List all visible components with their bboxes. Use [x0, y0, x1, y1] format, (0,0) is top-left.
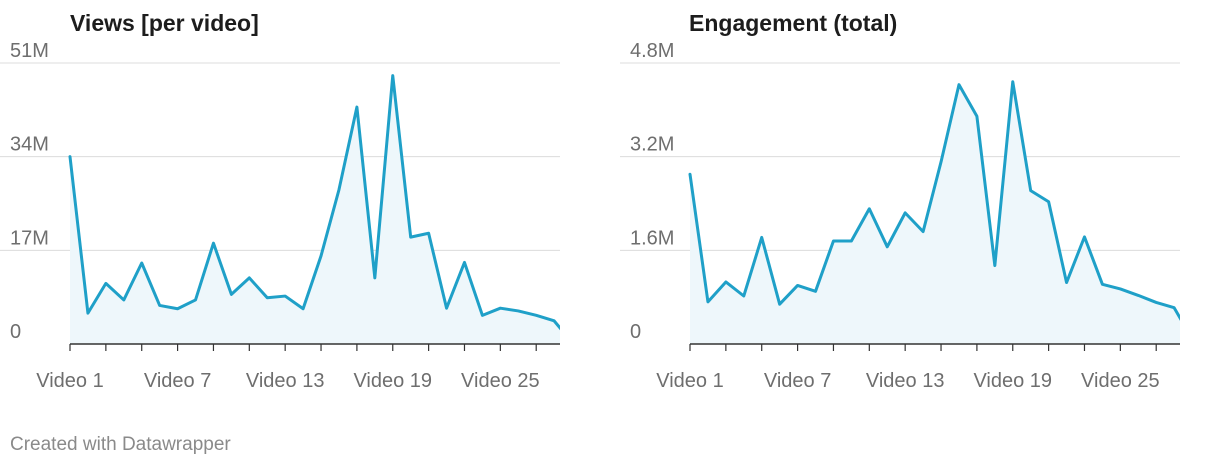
views-series-line	[68, 74, 560, 331]
views-chart-plot: 0 17M 34M 51M Video 1 Video 7 Video 13 Video 19…	[0, 40, 560, 392]
engagement-y-tick-label: 0	[630, 321, 641, 343]
views-chart-panel: Views [per video] 0 17M 34M 51M Video 1 Video…	[0, 0, 560, 400]
views-y-tick-label: 34M	[10, 134, 49, 156]
engagement-x-tick-label: Video 19	[973, 370, 1052, 392]
views-x-tick-label: Video 25	[461, 370, 540, 392]
engagement-x-tick-label: Video 13	[866, 370, 945, 392]
views-x-tick-label: Video 13	[246, 370, 325, 392]
engagement-y-tick-label: 4.8M	[630, 40, 674, 62]
engagement-area	[690, 81, 1180, 344]
views-x-tick-label: Video 19	[353, 370, 432, 392]
engagement-chart-panel: Engagement (total) 0 1.6M 3.2M 4.8M Video 1 V…	[620, 0, 1180, 400]
engagement-x-tick-label: Video 1	[656, 370, 723, 392]
views-y-tick-label: 51M	[10, 40, 49, 62]
engagement-x-tick-label: Video 7	[764, 370, 831, 392]
engagement-series-line	[688, 80, 1180, 321]
footer-credit: Created with Datawrapper	[10, 434, 231, 455]
views-x-tick-label: Video 1	[36, 370, 103, 392]
views-x-tick-label: Video 7	[144, 370, 211, 392]
views-y-tick-label: 0	[10, 321, 21, 343]
engagement-x-tick-label: Video 25	[1081, 370, 1160, 392]
engagement-chart-plot: 0 1.6M 3.2M 4.8M Video 1 Video 7 Video 13 Video…	[620, 40, 1180, 392]
engagement-y-tick-label: 1.6M	[630, 227, 674, 249]
views-y-tick-label: 17M	[10, 227, 49, 249]
engagement-y-tick-label: 3.2M	[630, 134, 674, 156]
views-area	[70, 75, 560, 344]
engagement-chart-title: Engagement (total)	[689, 10, 898, 36]
views-chart-title: Views [per video]	[70, 10, 259, 36]
